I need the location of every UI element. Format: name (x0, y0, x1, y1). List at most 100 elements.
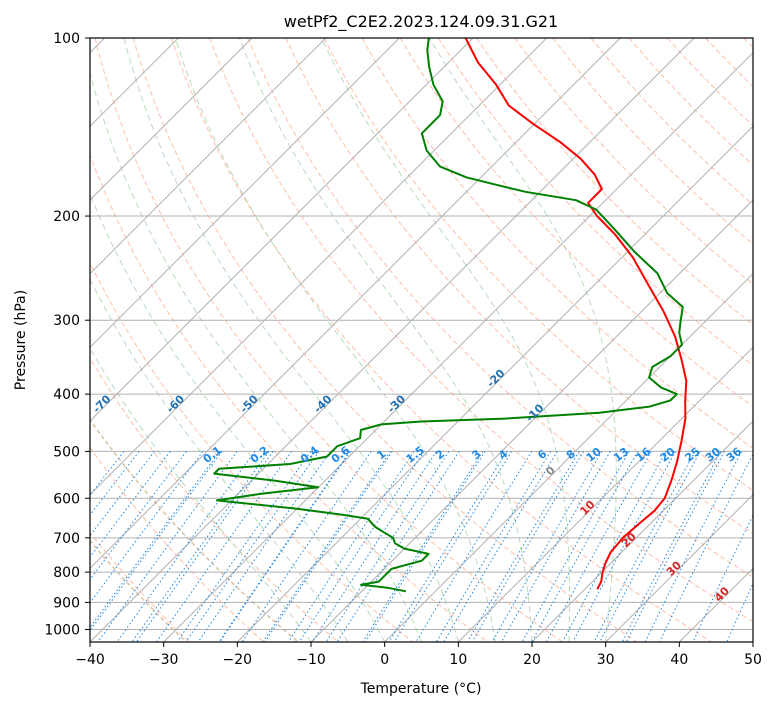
dry-adiabat-line (90, 357, 339, 642)
y-tick-label: 100 (53, 31, 80, 47)
isotherm-line (90, 38, 548, 496)
mixing-ratio-line (393, 451, 513, 642)
y-axis-title: Pressure (hPa) (13, 290, 29, 390)
x-tick-label: −30 (149, 652, 179, 668)
mixing-ratio-line (572, 451, 676, 642)
moist-adiabat-line (238, 38, 533, 642)
mixing-ratio-line (90, 451, 204, 604)
x-tick-label: 40 (670, 652, 688, 668)
x-tick-label: 0 (380, 652, 389, 668)
mixing-ratio-line (388, 451, 508, 642)
y-tick-label: 400 (53, 387, 80, 403)
isotherm-line (90, 38, 621, 570)
mixing-ratio-line (287, 451, 415, 642)
moist-adiabat-line (90, 70, 422, 642)
isotherm-line (236, 125, 753, 642)
tan-curves (90, 418, 299, 642)
dry-adiabat-line (90, 446, 264, 642)
mixing-ratio-line (197, 451, 331, 642)
y-tick-label: 900 (53, 595, 80, 611)
mixing-ratio-line (364, 451, 486, 642)
isotherm-line (531, 420, 753, 642)
mixing-ratio-line (726, 582, 753, 642)
y-tick-label: 1000 (44, 622, 80, 638)
x-tick-label: 20 (523, 652, 541, 668)
isotherm-line (163, 51, 753, 642)
dry-adiabat-line (90, 261, 414, 642)
mixing-ratio-line (491, 451, 603, 642)
isotherm-line (605, 493, 753, 642)
isotherm-line (384, 272, 753, 642)
mixing-ratio-line (621, 451, 722, 642)
x-tick-label: 10 (449, 652, 467, 668)
axis-ticks: −40 −30 −20 −10 0 10 20 30 40 50 100 200 300 400 500 60… (44, 31, 762, 668)
isotherm-line (310, 199, 753, 642)
dry-adiabat-line (323, 38, 753, 492)
y-tick-label: 600 (53, 491, 80, 507)
dry-adiabat-line (209, 38, 753, 623)
dry-adiabat-line (399, 38, 753, 408)
mixing-ratio-line (90, 451, 187, 581)
plot-area: 0.10.20.40.611.52346810131620253036-100-… (90, 38, 753, 642)
dry-adiabat-line (361, 38, 753, 449)
x-tick-label: −40 (75, 652, 105, 668)
tan-reference-curve (90, 539, 187, 642)
dry-adiabat-line (476, 38, 753, 326)
y-tick-label: 200 (53, 209, 80, 225)
dry-adiabat-line (437, 38, 753, 366)
x-tick-label: 30 (597, 652, 615, 668)
mixing-ratio-line (241, 451, 372, 642)
dewpoint-profile-line (213, 38, 684, 593)
mixing-ratio-line (692, 514, 753, 642)
moist-adiabat-line (123, 38, 459, 642)
isotherms (90, 38, 753, 642)
dry-adiabat-line (132, 38, 638, 642)
mixing-ratio-line (219, 451, 351, 642)
isotherm-line (90, 38, 695, 642)
dry-adiabat-line (90, 153, 488, 642)
isotherm-line (457, 346, 753, 642)
dry-adiabat-line (247, 38, 753, 578)
moist-adiabat-line (90, 192, 386, 642)
y-tick-label: 300 (53, 313, 80, 329)
mixing-ratio-line (599, 451, 701, 642)
tan-reference-curve (90, 418, 299, 642)
mixing-ratio-line (593, 451, 696, 642)
mixing-ratio-line (545, 451, 652, 642)
mixing-ratio-line (90, 451, 223, 632)
mixing-ratio-line (185, 451, 320, 642)
dry-adiabats (90, 38, 753, 642)
moist-adiabat-line (90, 278, 349, 642)
mixing-ratio-line (262, 451, 391, 642)
moist-adiabat-line (321, 38, 571, 642)
isotherm-line (90, 38, 327, 275)
mixing-ratio-line (176, 451, 312, 642)
isotherm-line (90, 38, 400, 349)
dry-adiabat-line (514, 38, 753, 285)
mixing-ratio-line (415, 451, 533, 642)
dry-adiabat-line (90, 531, 190, 642)
mixing-ratio-line (136, 451, 274, 642)
moist-adiabat-line (429, 38, 617, 642)
plot-frame (89, 37, 754, 643)
dry-adiabat-line (170, 38, 712, 642)
x-tick-label: −10 (296, 652, 326, 668)
moist-adiabats (90, 38, 617, 642)
chart-title: wetPf2_C2E2.2023.124.09.31.G21 (284, 12, 558, 32)
y-tick-label: 500 (53, 444, 80, 460)
mixing-ratio-line (626, 451, 725, 642)
sounding-profiles (213, 38, 688, 593)
mixing-ratio-line (90, 451, 221, 629)
x-tick-label: 50 (744, 652, 762, 668)
mixing-ratio-line (531, 451, 639, 642)
dry-adiabat-line (94, 38, 563, 642)
mixing-ratio-line (501, 451, 611, 642)
mixing-ratio-line (562, 451, 667, 642)
y-tick-label: 700 (53, 531, 80, 547)
moist-adiabat-line (174, 38, 496, 642)
pressure-gridlines (90, 38, 753, 630)
mixing-ratio-line (131, 451, 270, 642)
isotherm-line (90, 38, 474, 422)
